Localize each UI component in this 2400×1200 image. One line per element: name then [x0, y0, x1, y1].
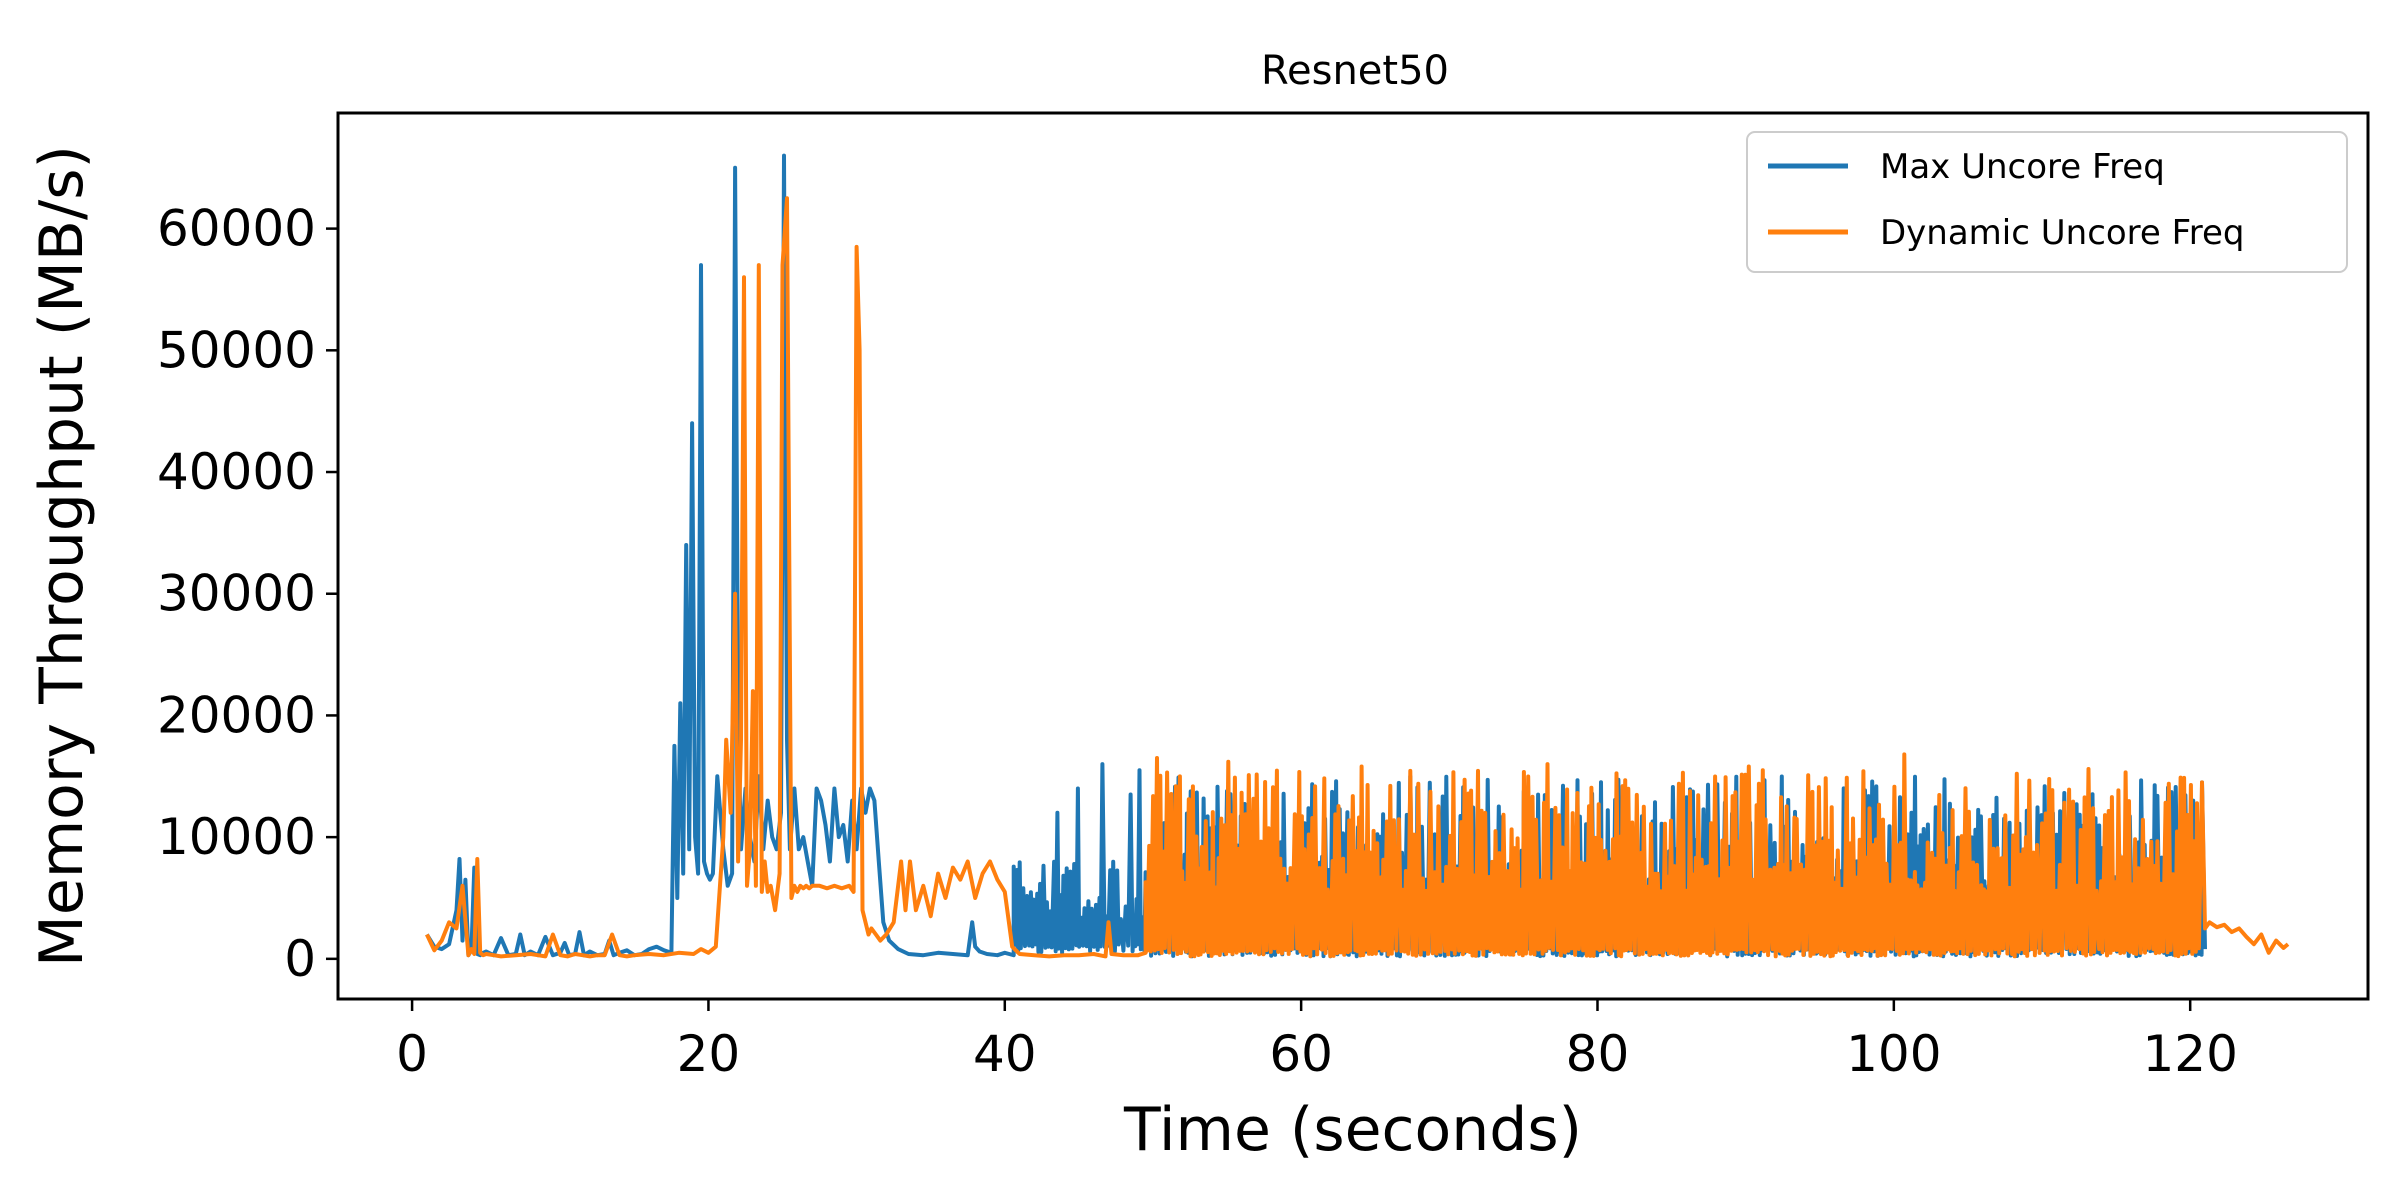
series-line-dynamic-uncore-freq	[425, 196, 2290, 959]
y-axis-label: Memory Throughput (MB/s)	[27, 145, 97, 967]
x-tick-label: 20	[677, 1025, 741, 1083]
x-tick-label: 100	[1846, 1025, 1941, 1083]
x-tick-label: 80	[1566, 1025, 1630, 1083]
x-tick-label: 40	[973, 1025, 1037, 1083]
y-tick-label: 40000	[157, 443, 316, 501]
y-tick-label: 60000	[157, 200, 316, 258]
x-tick-label: 0	[396, 1025, 428, 1083]
y-tick-label: 10000	[157, 808, 316, 866]
legend: Max Uncore Freq Dynamic Uncore Freq	[1746, 131, 2348, 273]
x-axis: 0 20 40 60 80 100 120	[396, 999, 2238, 1083]
chart-title: Resnet50	[1261, 48, 1449, 94]
x-tick-label: 60	[1269, 1025, 1333, 1083]
x-axis-label: Time (seconds)	[1123, 1095, 1582, 1165]
x-tick-label: 120	[2142, 1025, 2237, 1083]
y-tick-label: 30000	[157, 565, 316, 623]
y-tick-label: 0	[284, 930, 316, 988]
y-tick-label: 50000	[157, 321, 316, 379]
legend-label-max-uncore-freq: Max Uncore Freq	[1880, 147, 2165, 187]
y-axis: 0 10000 20000 30000 40000 50000 60000	[157, 200, 338, 988]
plot-lines	[425, 153, 2290, 959]
y-tick-label: 20000	[157, 686, 316, 744]
legend-box	[1746, 131, 2348, 273]
legend-label-dynamic-uncore-freq: Dynamic Uncore Freq	[1880, 213, 2244, 253]
plot-frame	[336, 111, 2370, 1001]
